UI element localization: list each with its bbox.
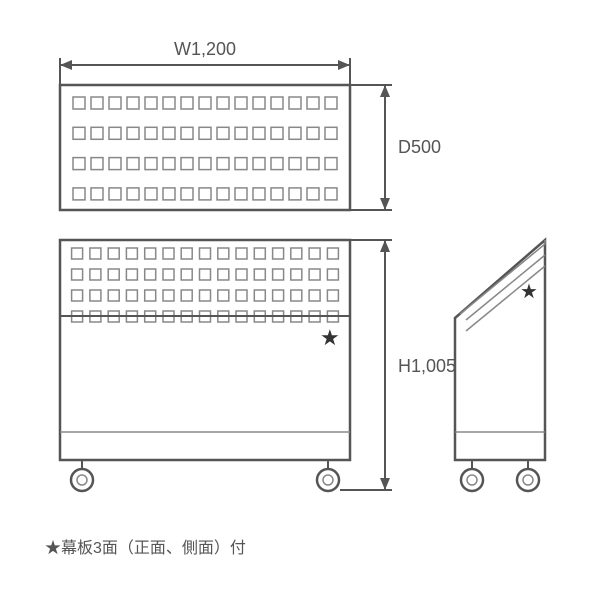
dimension-width: W1,200 — [60, 39, 350, 85]
depth-label: D500 — [398, 137, 441, 157]
dimension-height: H1,005 — [340, 240, 456, 490]
caster-left — [71, 460, 93, 491]
width-label: W1,200 — [174, 39, 236, 59]
dimension-depth: D500 — [350, 85, 441, 210]
star-icon: ★ — [520, 281, 538, 303]
side-view: ★ — [455, 240, 545, 491]
caster-right — [317, 460, 339, 491]
footnote: ★幕板3面（正面、側面）付 — [45, 539, 246, 557]
front-view: ★ — [60, 240, 350, 491]
star-icon: ★ — [320, 325, 340, 350]
top-view — [60, 85, 350, 210]
height-label: H1,005 — [398, 356, 456, 376]
